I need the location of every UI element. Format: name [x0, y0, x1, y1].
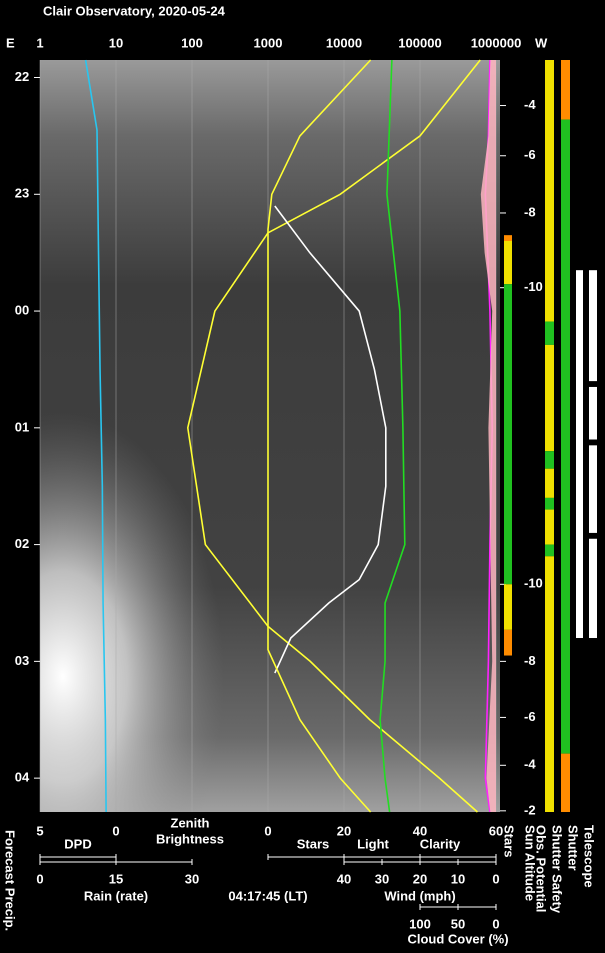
x-tick-label: 0 — [112, 823, 119, 838]
legend-label: Wind (mph) — [384, 888, 455, 903]
status-segment — [545, 544, 554, 557]
status-segment — [545, 556, 554, 812]
legend-label: Stars — [297, 836, 330, 851]
x-tick-label: 100 — [409, 916, 431, 931]
x-tick-label: 30 — [185, 871, 199, 886]
x-tick-label: 5 — [36, 823, 43, 838]
status-segment — [561, 60, 570, 120]
x-tick-label: 20 — [337, 823, 351, 838]
series-line — [267, 59, 372, 813]
sun-altitude-label: -6 — [524, 709, 536, 724]
x-tick-label: 100 — [181, 35, 203, 50]
status-segment — [504, 284, 512, 585]
status-segment — [561, 119, 570, 754]
side-label: Forecast Precip. — [3, 830, 18, 931]
status-segment — [589, 445, 597, 533]
legend-label: Brightness — [156, 831, 224, 846]
status-segment — [504, 240, 512, 285]
x-tick-label: 0 — [36, 871, 43, 886]
y-tick-label: 23 — [15, 186, 29, 201]
y-tick-label: 03 — [15, 653, 29, 668]
side-label: Stars — [502, 825, 517, 858]
x-tick-label: 1 — [36, 35, 43, 50]
timestamp: 04:17:45 (LT) — [228, 888, 307, 903]
x-tick-label: 40 — [413, 823, 427, 838]
sun-altitude-label: -8 — [524, 653, 536, 668]
side-label: Sun Altitude — [523, 825, 538, 901]
x-tick-label: 0 — [264, 823, 271, 838]
x-tick-label: 10000 — [326, 35, 362, 50]
series-line — [379, 59, 406, 813]
status-segment — [545, 60, 554, 322]
x-tick-label: 40 — [337, 871, 351, 886]
x-tick-label: 60 — [489, 823, 503, 838]
y-tick-label: 02 — [15, 536, 29, 551]
legend-label: Cloud Cover (%) — [407, 931, 508, 946]
sun-altitude-label: -8 — [524, 204, 536, 219]
x-tick-label: 1000 — [254, 35, 283, 50]
x-tick-label: 100000 — [398, 35, 441, 50]
x-tick-label: 0 — [492, 871, 499, 886]
y-tick-label: 04 — [15, 770, 30, 785]
status-segment — [545, 321, 554, 345]
east-label: E — [6, 35, 15, 50]
side-label: Shutter Safety — [550, 825, 565, 914]
series-line — [274, 205, 387, 674]
status-segment — [589, 270, 597, 382]
x-tick-label: 10 — [451, 871, 465, 886]
y-tick-label: 00 — [15, 302, 29, 317]
sun-altitude-label: -10 — [524, 576, 543, 591]
legend-label: Clarity — [420, 836, 461, 851]
status-segment — [545, 509, 554, 545]
status-segment — [589, 386, 597, 440]
x-tick-label: 1000000 — [471, 35, 522, 50]
status-segment — [504, 629, 512, 656]
x-tick-label: 20 — [413, 871, 427, 886]
legend-label: DPD — [64, 836, 91, 851]
keogram-glow — [40, 60, 500, 812]
sun-altitude-label: -6 — [524, 147, 536, 162]
x-tick-label: 10 — [109, 35, 123, 50]
axis-label: Rain (rate) — [84, 888, 148, 903]
west-label: W — [535, 35, 548, 50]
chart-title: Clair Observatory, 2020-05-24 — [43, 3, 226, 18]
legend-label: Light — [357, 836, 389, 851]
side-label: Shutter — [566, 825, 581, 871]
sun-altitude-label: -4 — [524, 97, 536, 112]
status-segment — [545, 497, 554, 510]
status-segment — [504, 584, 512, 630]
status-segment — [589, 538, 597, 639]
sun-altitude-label: -2 — [524, 802, 536, 817]
side-label: Telescope — [582, 825, 597, 888]
status-segment — [545, 451, 554, 469]
y-tick-label: 22 — [15, 69, 29, 84]
sun-altitude-label: -4 — [524, 757, 536, 772]
status-segment — [504, 235, 512, 241]
status-segment — [576, 270, 583, 639]
status-segment — [545, 344, 554, 452]
side-label: Obs. Potential — [534, 825, 549, 912]
x-tick-label: 50 — [451, 916, 465, 931]
x-tick-label: 15 — [109, 871, 123, 886]
y-tick-label: 01 — [15, 419, 29, 434]
wind-area — [480, 60, 496, 812]
status-segment — [545, 468, 554, 498]
sun-altitude-label: -10 — [524, 279, 543, 294]
status-segment — [561, 753, 570, 812]
x-tick-label: 30 — [375, 871, 389, 886]
legend-label: Zenith — [171, 815, 210, 830]
x-tick-label: 0 — [492, 916, 499, 931]
series-line — [84, 59, 107, 813]
